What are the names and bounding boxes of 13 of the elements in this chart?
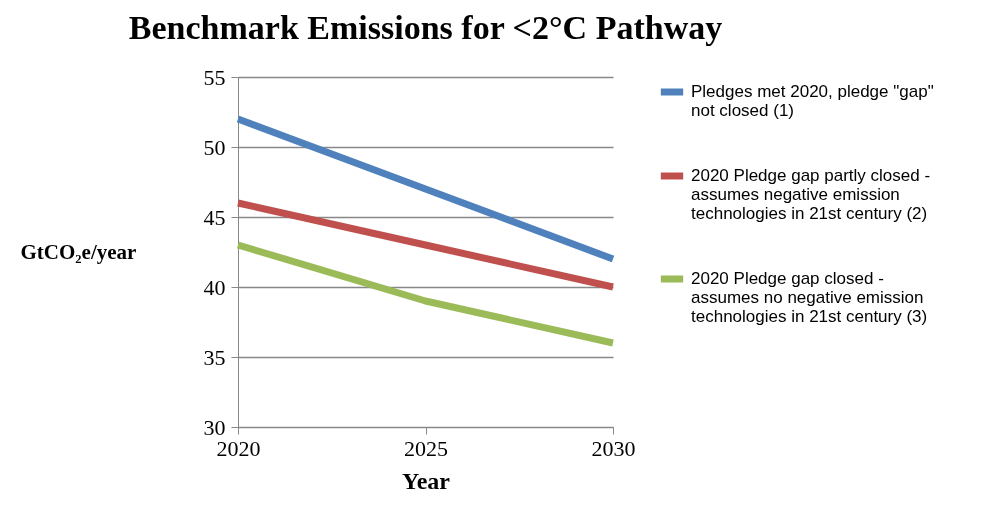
chart-title: Benchmark Emissions for <2°C Pathway bbox=[128, 9, 723, 46]
legend-label: 2020 Pledge gap partly closed - assumes negative emission technologies in 21st century (2) bbox=[691, 166, 931, 223]
legend-label: Pledges met 2020, pledge "gap" not closed (1) bbox=[691, 82, 934, 120]
legend-label: 2020 Pledge gap closed - assumes no negative emission technologies in 21st century (3) bbox=[691, 269, 928, 326]
y-tick-label: 55 bbox=[203, 64, 226, 90]
y-tick-label: 45 bbox=[203, 204, 226, 230]
y-tick-label: 40 bbox=[203, 274, 226, 300]
y-tick-label: 35 bbox=[203, 344, 226, 370]
y-tick-label: 50 bbox=[203, 134, 226, 160]
x-tick-label: 2030 bbox=[591, 435, 636, 461]
x-axis-title: Year bbox=[402, 467, 451, 494]
y-axis-title: GtCO₂e/year bbox=[20, 239, 137, 264]
x-tick-label: 2025 bbox=[404, 435, 448, 461]
